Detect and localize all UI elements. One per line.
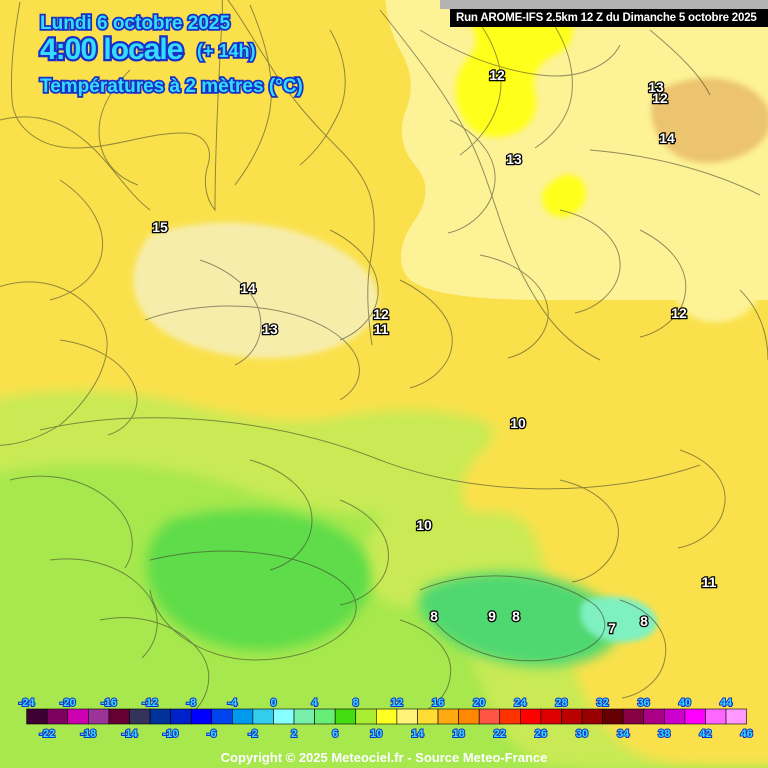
svg-text:18: 18 <box>452 728 464 740</box>
svg-text:36: 36 <box>638 697 650 709</box>
svg-text:16: 16 <box>432 697 444 709</box>
svg-text:2: 2 <box>291 728 297 740</box>
svg-text:-8: -8 <box>186 697 196 709</box>
svg-text:-18: -18 <box>80 728 96 740</box>
svg-text:14: 14 <box>411 728 424 740</box>
svg-text:44: 44 <box>720 697 733 709</box>
svg-text:-22: -22 <box>39 728 55 740</box>
svg-text:32: 32 <box>596 697 608 709</box>
svg-text:Copyright © 2025 Meteociel.fr: Copyright © 2025 Meteociel.fr - Source M… <box>221 750 548 765</box>
svg-text:24: 24 <box>514 697 527 709</box>
svg-text:42: 42 <box>699 728 711 740</box>
svg-text:8: 8 <box>353 697 359 709</box>
svg-text:-16: -16 <box>101 697 117 709</box>
svg-text:4: 4 <box>312 697 319 709</box>
svg-text:30: 30 <box>576 728 588 740</box>
svg-text:40: 40 <box>679 697 691 709</box>
svg-text:22: 22 <box>494 728 506 740</box>
svg-text:38: 38 <box>658 728 670 740</box>
svg-text:26: 26 <box>535 728 547 740</box>
svg-text:-24: -24 <box>19 697 36 709</box>
svg-text:-2: -2 <box>248 728 258 740</box>
svg-text:-6: -6 <box>207 728 217 740</box>
svg-text:12: 12 <box>391 697 403 709</box>
svg-text:-4: -4 <box>227 697 238 709</box>
svg-text:-14: -14 <box>122 728 139 740</box>
svg-text:10: 10 <box>370 728 382 740</box>
svg-text:-20: -20 <box>60 697 76 709</box>
svg-text:34: 34 <box>617 728 630 740</box>
svg-text:-12: -12 <box>142 697 158 709</box>
svg-text:0: 0 <box>270 697 276 709</box>
svg-text:46: 46 <box>740 728 752 740</box>
svg-text:-10: -10 <box>163 728 179 740</box>
svg-text:28: 28 <box>555 697 567 709</box>
svg-text:6: 6 <box>332 728 338 740</box>
svg-text:20: 20 <box>473 697 485 709</box>
